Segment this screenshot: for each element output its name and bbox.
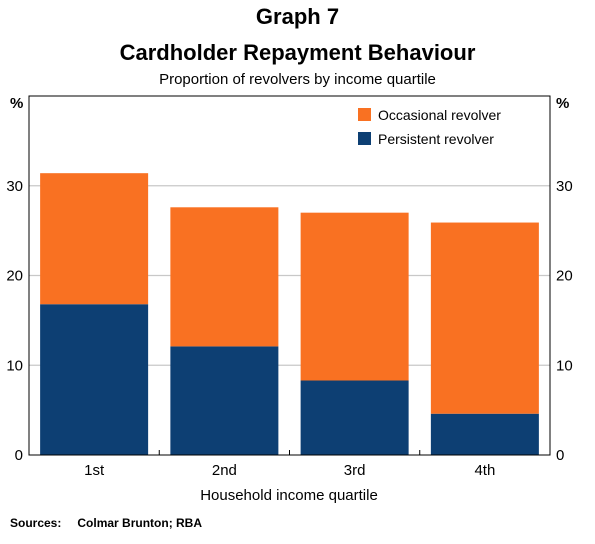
legend-swatch: [358, 108, 371, 121]
y-tick-label-right: 10: [556, 357, 573, 374]
y-tick-label-right: 0: [556, 447, 564, 464]
y-tick-label-right: 30: [556, 178, 573, 195]
bar-occasional-revolver: [430, 222, 539, 414]
source-label: Sources:: [10, 516, 62, 530]
legend-label: Occasional revolver: [378, 107, 501, 123]
bar-persistent-revolver: [170, 346, 279, 455]
y-axis-unit-right: %: [556, 95, 569, 112]
legend-label: Persistent revolver: [378, 131, 494, 147]
source-text: Colmar Brunton; RBA: [77, 516, 203, 530]
y-tick-label-left: 30: [6, 178, 23, 195]
chart-title: Cardholder Repayment Behaviour: [119, 40, 476, 65]
x-axis-title: Household income quartile: [200, 487, 378, 504]
source-note: Sources: Colmar Brunton; RBA: [10, 516, 202, 530]
graph-label: Graph 7: [255, 4, 340, 29]
axis-ticks: 0 0 10 10 20 20 30 30 1st 2nd 3rd 4th: [6, 178, 572, 479]
y-axis-unit-left: %: [10, 95, 23, 112]
legend-swatch: [358, 132, 371, 145]
chart-subtitle: Proportion of revolvers by income quarti…: [159, 71, 436, 88]
y-tick-label-left: 20: [6, 268, 23, 285]
bar-occasional-revolver: [300, 212, 409, 381]
bar-occasional-revolver: [170, 207, 279, 347]
x-tick-label: 3rd: [344, 462, 366, 479]
y-tick-label-left: 0: [15, 447, 23, 464]
y-tick-label-left: 10: [6, 357, 23, 374]
bar-persistent-revolver: [430, 413, 539, 455]
bar-occasional-revolver: [40, 173, 149, 305]
x-tick-label: 1st: [84, 462, 105, 479]
bars: [40, 173, 539, 455]
x-tick-label: 2nd: [212, 462, 237, 479]
x-tick-label: 4th: [474, 462, 495, 479]
legend: Occasional revolver Persistent revolver: [358, 107, 501, 147]
bar-persistent-revolver: [40, 304, 149, 455]
bar-persistent-revolver: [300, 380, 409, 455]
y-tick-label-right: 20: [556, 268, 573, 285]
